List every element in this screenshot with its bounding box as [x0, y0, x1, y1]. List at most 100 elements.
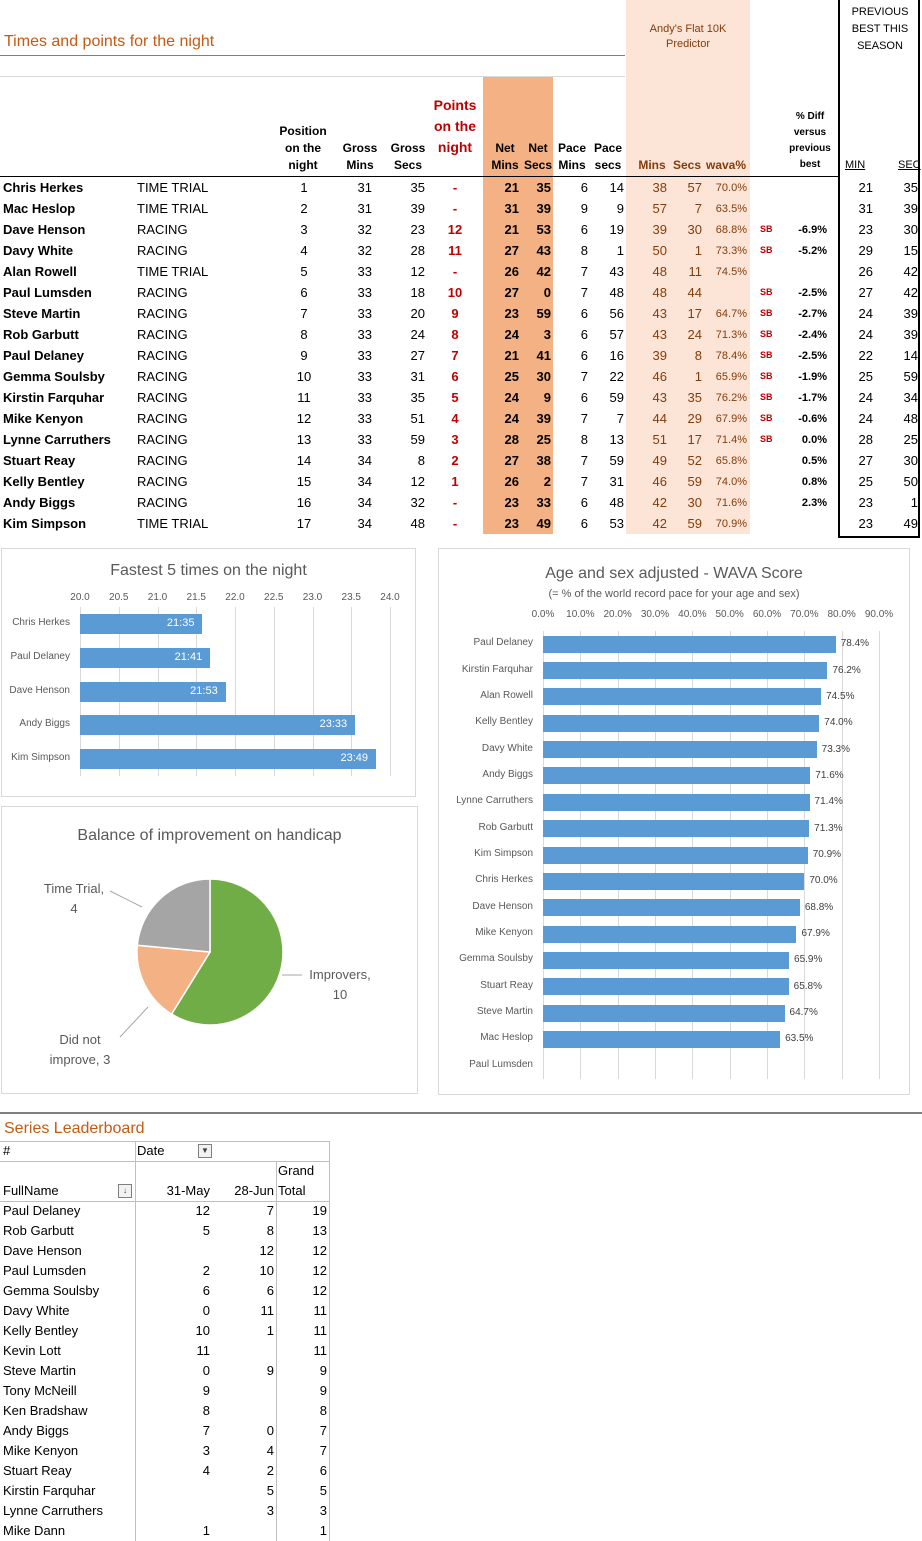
result-cell-gs: 27 — [410, 348, 425, 363]
lb-cell-t: 11 — [313, 1323, 328, 1338]
fullname-sort-button[interactable]: ↓ — [118, 1184, 132, 1198]
lb-cell-t: 7 — [319, 1443, 327, 1458]
lb-cell-name: Ken Bradshaw — [3, 1403, 88, 1418]
result-cell-name: Gemma Soulsby — [3, 369, 105, 384]
result-cell-diff: -2.4% — [798, 329, 827, 341]
result-cell-ps: 1 — [616, 243, 624, 258]
result-cell-diff: -1.9% — [798, 371, 827, 383]
lb-cell-b: 11 — [260, 1303, 275, 1318]
result-cell-diff: -2.5% — [798, 287, 827, 299]
lb-cell-a: 7 — [202, 1423, 210, 1438]
fastest-tick-label: 23.0 — [302, 592, 323, 603]
result-cell-sb: SB — [760, 392, 773, 402]
result-cell-pts: 11 — [448, 243, 462, 258]
lb-border-hdr — [0, 1201, 330, 1202]
wava-tick-label: 40.0% — [678, 609, 707, 620]
result-cell-min: 28 — [858, 432, 873, 447]
fastest-bar-label: 21:53 — [190, 684, 218, 697]
date-filter-button[interactable]: ▼ — [198, 1144, 212, 1158]
result-cell-min: 24 — [858, 390, 873, 405]
wava-category-label: Kelly Bentley — [475, 716, 533, 728]
result-cell-name: Kirstin Farquhar — [3, 390, 105, 405]
result-cell-nm: 21 — [504, 348, 519, 363]
result-cell-nm: 27 — [504, 285, 519, 300]
result-cell-psec: 30 — [687, 495, 702, 510]
leaderboard-row: Kevin Lott 11 11 — [0, 1341, 330, 1361]
lb-cell-b: 3 — [266, 1503, 274, 1518]
result-cell-ps: 48 — [609, 285, 624, 300]
result-cell-pmin: 39 — [652, 348, 667, 363]
lb-cell-b: 1 — [266, 1323, 274, 1338]
result-cell-pmin: 42 — [652, 495, 667, 510]
result-cell-name: Lynne Carruthers — [3, 432, 111, 447]
result-cell-gs: 48 — [410, 516, 425, 531]
lb-date-label: Date — [137, 1143, 165, 1158]
result-cell-pm: 6 — [580, 222, 588, 237]
result-row: Stuart Reay RACING 14 34 8 2 27 38 7 59 49 52 65.8% 0… — [0, 450, 918, 471]
header-pred-mins: Mins — [638, 158, 666, 172]
result-cell-diff: -0.6% — [798, 413, 827, 425]
header-net-secs: Net Secs — [523, 141, 553, 172]
result-cell-ps: 59 — [609, 390, 624, 405]
result-cell-wava: 78.4% — [715, 350, 747, 362]
result-cell-diff: -2.7% — [798, 308, 827, 320]
result-cell-pos: 15 — [296, 474, 312, 489]
result-cell-ns: 39 — [536, 201, 551, 216]
result-cell-pm: 6 — [580, 495, 588, 510]
result-cell-gs: 12 — [410, 264, 425, 279]
result-cell-name: Dave Henson — [3, 222, 86, 237]
result-cell-pmin: 49 — [652, 453, 667, 468]
result-cell-nm: 27 — [504, 453, 519, 468]
result-cell-min: 23 — [858, 495, 873, 510]
lb-col1-header: 31-May — [166, 1183, 210, 1198]
result-cell-gm: 34 — [357, 516, 372, 531]
lb-cell-name: Davy White — [3, 1303, 70, 1318]
lb-cell-t: 11 — [313, 1343, 328, 1358]
result-cell-pm: 7 — [580, 411, 588, 426]
result-cell-psec: 7 — [694, 201, 702, 216]
result-cell-psec: 57 — [687, 180, 702, 195]
lb-cell-b: 2 — [266, 1463, 274, 1478]
result-cell-gm: 31 — [357, 201, 372, 216]
wava-bar — [543, 662, 828, 680]
fastest-gridline — [390, 607, 391, 776]
result-cell-ps: 43 — [609, 264, 624, 279]
result-cell-pos: 7 — [300, 306, 308, 321]
wava-bar — [543, 925, 797, 943]
result-cell-pmin: 48 — [652, 285, 667, 300]
result-cell-gm: 33 — [357, 285, 372, 300]
lb-cell-t: 9 — [319, 1363, 327, 1378]
result-cell-sec: 14 — [903, 348, 918, 363]
result-cell-nm: 21 — [504, 180, 519, 195]
result-cell-diff: -1.7% — [798, 392, 827, 404]
fastest-bar — [80, 681, 226, 702]
leaderboard-row: Mike Dann 1 1 — [0, 1521, 330, 1541]
lb-cell-b: 0 — [266, 1423, 274, 1438]
result-cell-pos: 4 — [300, 243, 308, 258]
lb-cell-a: 5 — [202, 1223, 210, 1238]
result-cell-name: Andy Biggs — [3, 495, 76, 510]
result-cell-gm: 33 — [357, 327, 372, 342]
pie-label: 10 — [333, 987, 347, 1002]
result-cell-gm: 32 — [357, 243, 372, 258]
lb-grand-1: Grand — [278, 1163, 315, 1178]
result-cell-wava: 68.8% — [715, 224, 747, 236]
lb-border-v3 — [329, 1141, 330, 1541]
net-time-band — [483, 76, 553, 534]
header-gross-mins: Gross Mins — [342, 141, 378, 172]
result-cell-ns: 43 — [536, 243, 551, 258]
wava-bar — [543, 688, 822, 706]
lb-cell-t: 6 — [319, 1463, 327, 1478]
result-cell-gm: 33 — [357, 411, 372, 426]
result-cell-wava: 64.7% — [715, 308, 747, 320]
result-cell-pm: 6 — [580, 516, 588, 531]
result-cell-ps: 57 — [609, 327, 624, 342]
header-underline — [0, 176, 838, 177]
result-cell-min: 29 — [858, 243, 873, 258]
result-cell-pts: 5 — [451, 390, 459, 405]
header-diff: % Diff versus previous best — [789, 111, 831, 170]
result-cell-min: 22 — [858, 348, 873, 363]
result-cell-pm: 6 — [580, 327, 588, 342]
result-cell-sb: SB — [760, 245, 773, 255]
result-cell-pm: 8 — [580, 243, 588, 258]
